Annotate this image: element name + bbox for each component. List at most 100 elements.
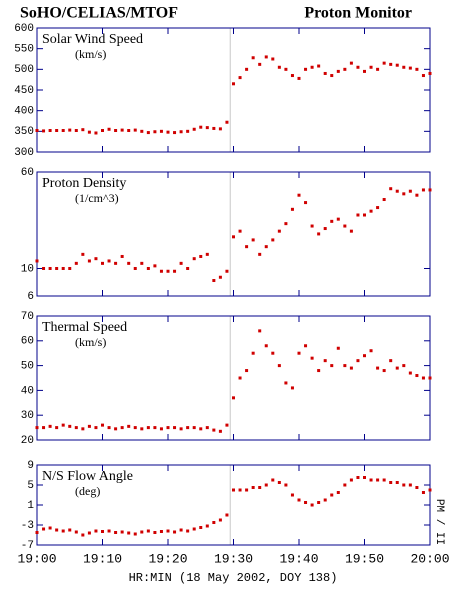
data-point	[330, 219, 334, 223]
data-point	[251, 56, 255, 60]
data-point	[42, 426, 46, 430]
data-point	[87, 259, 91, 263]
data-point	[349, 478, 353, 482]
data-point	[323, 227, 327, 231]
y-tick-label: 20	[21, 435, 34, 447]
data-point	[264, 245, 268, 249]
data-point	[369, 349, 373, 353]
data-point	[55, 129, 59, 133]
data-point	[166, 130, 170, 134]
y-tick-label: 600	[14, 23, 34, 35]
data-point	[421, 188, 425, 192]
data-point	[81, 128, 85, 132]
data-point	[356, 213, 360, 217]
data-point	[35, 129, 39, 133]
data-point	[199, 254, 203, 258]
y-tick-label: 400	[14, 106, 34, 118]
data-point	[317, 64, 321, 68]
data-point	[310, 356, 314, 360]
data-point	[74, 426, 78, 430]
data-point	[55, 426, 59, 430]
data-point	[251, 486, 255, 489]
data-point	[55, 266, 59, 270]
data-point	[81, 427, 85, 431]
data-point	[415, 193, 419, 197]
data-point	[127, 261, 131, 265]
data-point	[238, 76, 242, 80]
data-point	[140, 129, 144, 133]
data-point	[284, 222, 288, 226]
data-point	[205, 252, 209, 256]
data-point	[245, 369, 249, 373]
data-point	[376, 206, 380, 210]
data-point	[245, 245, 249, 249]
data-point	[94, 257, 98, 261]
data-point	[74, 530, 78, 534]
data-point	[212, 521, 216, 524]
data-point	[42, 129, 46, 133]
data-point	[382, 369, 386, 373]
data-point	[225, 513, 229, 517]
data-point	[133, 266, 137, 270]
data-point	[48, 424, 52, 428]
data-point	[369, 478, 373, 482]
header-left: SoHO/CELIAS/MTOF	[20, 5, 178, 22]
data-point	[389, 481, 393, 484]
data-point	[363, 476, 366, 479]
data-point	[192, 257, 196, 261]
y-tick-label: 350	[14, 126, 34, 138]
data-point	[408, 66, 412, 70]
data-point	[225, 423, 229, 427]
data-point	[61, 529, 65, 533]
data-point	[343, 364, 347, 368]
data-point	[114, 531, 118, 534]
data-point	[428, 71, 432, 75]
data-point	[179, 427, 183, 431]
data-point	[159, 129, 163, 133]
data-point	[159, 269, 163, 273]
data-point	[94, 426, 98, 430]
data-point	[159, 427, 163, 431]
y-tick-label: 60	[21, 167, 34, 179]
data-point	[232, 488, 235, 492]
data-point	[238, 229, 242, 233]
data-point	[258, 486, 262, 489]
data-point	[251, 351, 255, 355]
data-point	[42, 527, 46, 531]
data-point	[336, 69, 340, 73]
data-point	[389, 62, 393, 66]
data-point	[284, 483, 288, 487]
data-point	[35, 531, 39, 534]
panel-unit: (km/s)	[75, 47, 106, 61]
data-point	[232, 396, 235, 400]
data-point	[218, 518, 222, 522]
data-point	[87, 531, 91, 535]
data-point	[101, 129, 104, 133]
data-point	[408, 189, 412, 193]
x-tick-label: 20:00	[410, 551, 449, 566]
data-point	[179, 130, 183, 134]
data-point	[304, 201, 308, 205]
y-tick-label: 50	[21, 361, 34, 373]
data-point	[356, 476, 360, 479]
data-point	[140, 261, 144, 265]
data-point	[35, 426, 39, 430]
data-point	[61, 129, 65, 133]
data-point	[336, 346, 340, 350]
data-point	[94, 131, 98, 135]
data-point	[153, 130, 157, 134]
data-point	[179, 261, 183, 265]
data-point	[146, 529, 150, 533]
data-point	[395, 189, 399, 193]
data-point	[421, 74, 425, 78]
data-point	[232, 82, 235, 86]
data-point	[87, 130, 91, 134]
data-point	[271, 351, 275, 355]
y-tick-label: 40	[21, 385, 34, 397]
data-point	[81, 252, 85, 256]
data-point	[382, 61, 386, 65]
data-point	[382, 198, 386, 202]
data-point	[133, 426, 137, 430]
panel-title: Thermal Speed	[42, 320, 127, 335]
data-point	[408, 371, 412, 375]
